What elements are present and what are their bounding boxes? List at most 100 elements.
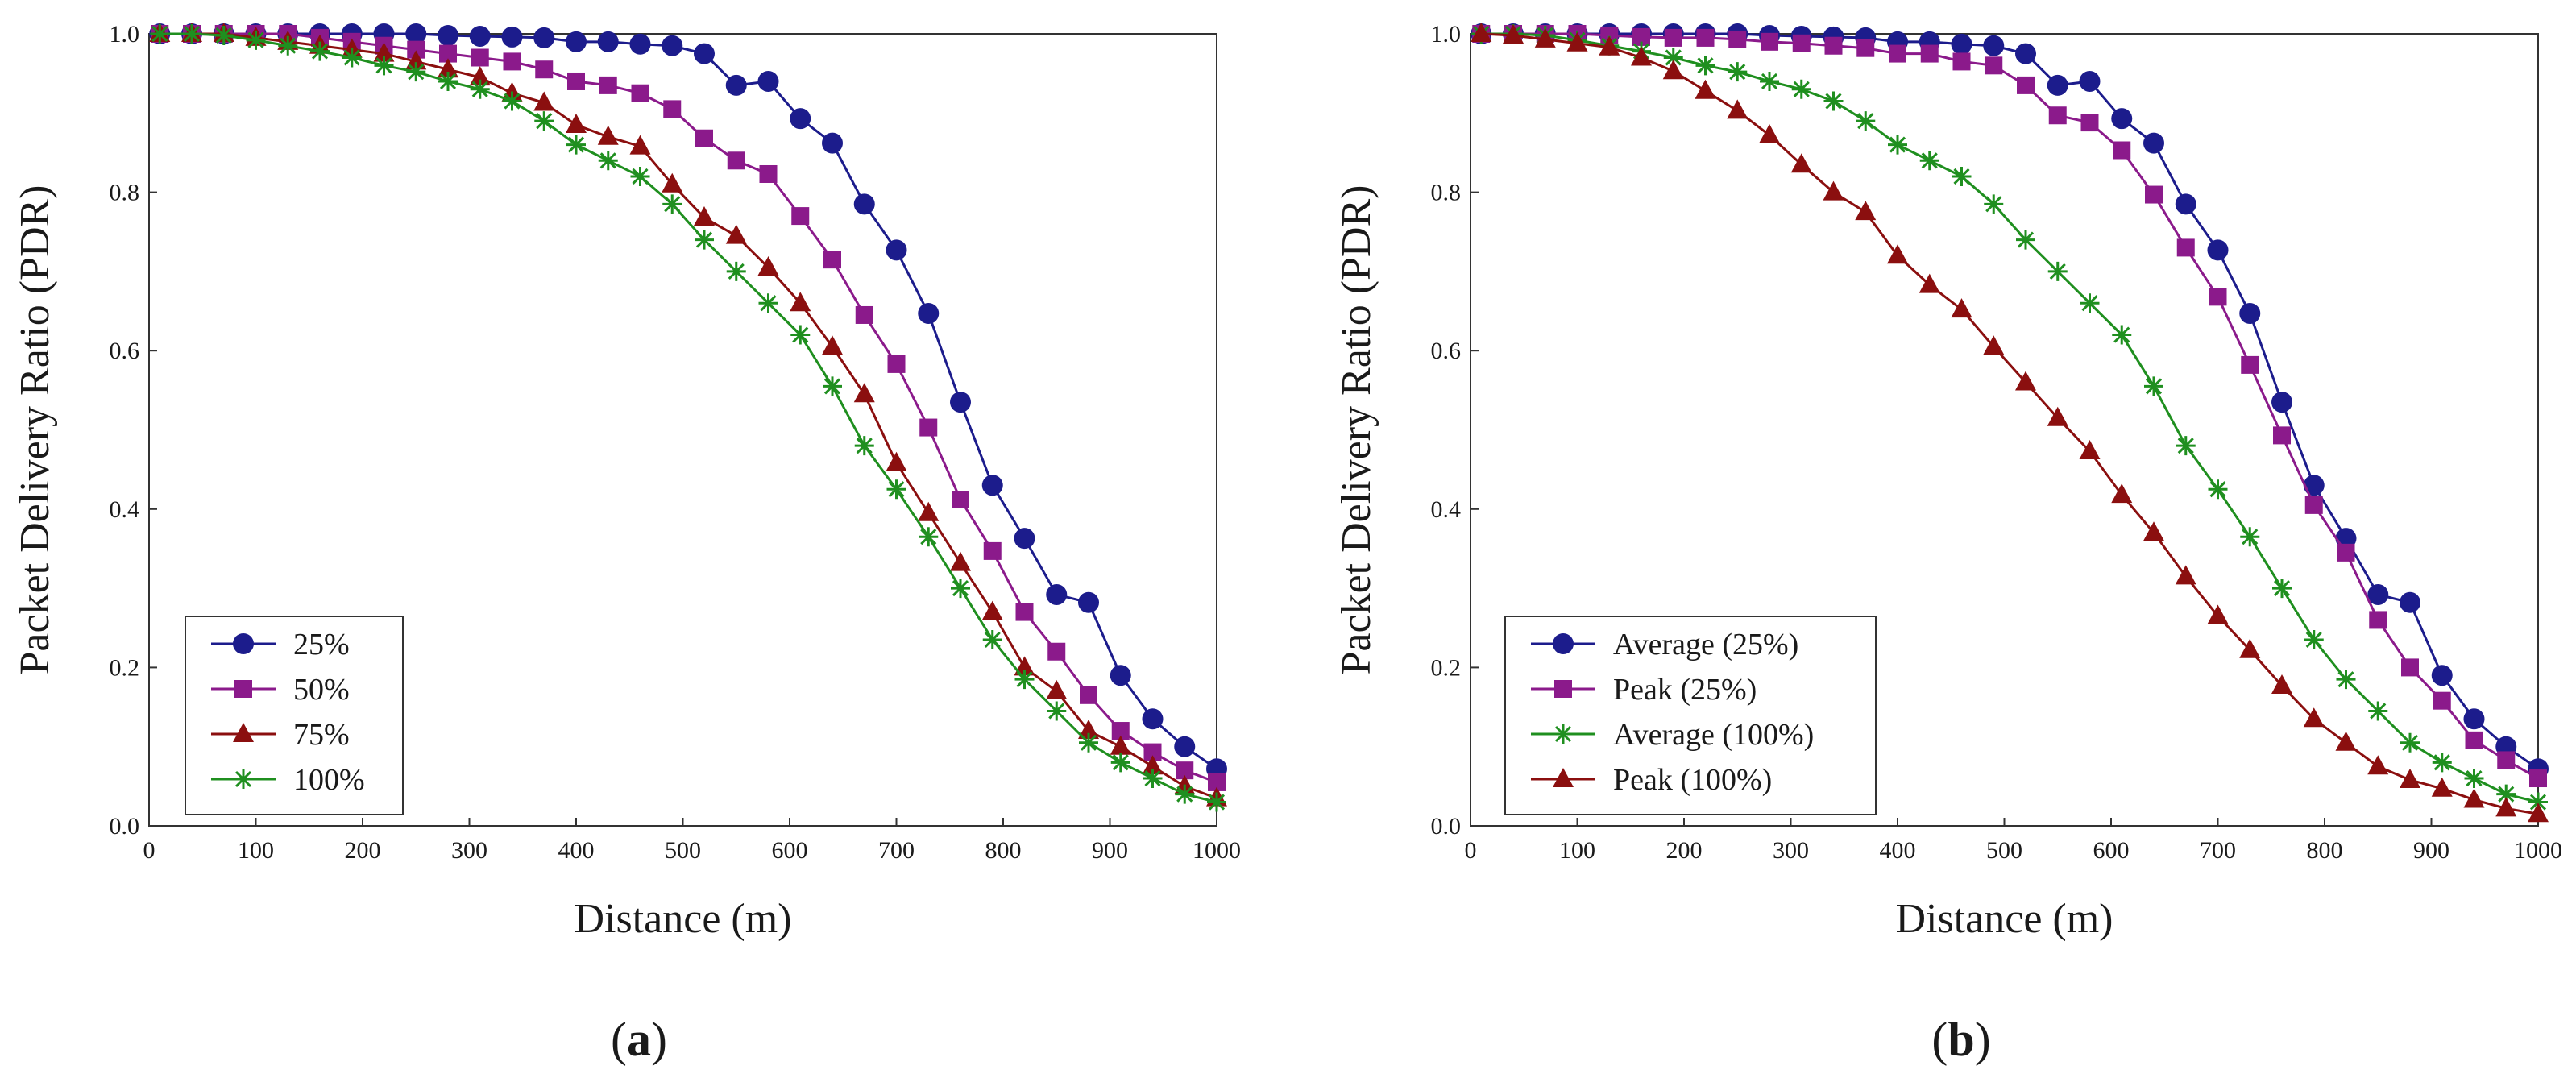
panel-a-data-point [694, 206, 715, 226]
panel-a-series-line [160, 32, 1217, 800]
panel-b-data-point [1728, 62, 1748, 82]
panel-a-series-line [160, 32, 1217, 770]
panel-a-x-tick-label: 700 [878, 837, 915, 864]
panel-a-x-tick-label: 200 [345, 837, 381, 864]
panel-a-legend-swatch-marker [233, 723, 254, 742]
panel-a-data-point [887, 355, 906, 373]
panel-a-data-point [310, 41, 330, 61]
panel-a-data-point [150, 24, 170, 44]
panel-a-legend-swatch-marker [234, 680, 252, 698]
panel-a-data-point [471, 48, 489, 67]
panel-a-data-point [918, 501, 940, 521]
panel-a-data-point [438, 71, 458, 91]
panel-a-data-point [854, 436, 874, 456]
panel-a-x-tick-label: 0 [143, 837, 156, 864]
panel-b-data-point [2400, 591, 2420, 613]
panel-a-data-point [695, 129, 713, 147]
panel-a-legend-box [185, 616, 404, 815]
panel-a-data-point [566, 31, 587, 52]
panel-a-series-line [160, 32, 1217, 784]
panel-b-data-point [2017, 76, 2035, 94]
panel-b-data-point [1984, 194, 2004, 214]
panel-a-x-tick-label: 600 [772, 837, 808, 864]
panel-b-letter: b [1948, 1013, 1974, 1066]
panel-b-data-point [2240, 527, 2260, 547]
panel-b-data-point [2080, 114, 2099, 132]
panel-b-data-point [2431, 665, 2453, 686]
panel-b-series-line [1481, 32, 2539, 780]
panel-b-x-tick-label: 0 [1465, 837, 1477, 864]
panel-a-y-tick-label: 0.8 [110, 180, 140, 206]
panel-a-data-point [438, 24, 458, 46]
panel-b-data-point [2048, 106, 2067, 125]
panel-b-data-point [2495, 797, 2517, 817]
panel-b-x-tick-label: 900 [2413, 837, 2449, 864]
panel-a-letter: a [627, 1013, 651, 1066]
panel-a-data-point [1175, 784, 1195, 804]
panel-a-data-point [1047, 642, 1066, 661]
panel-b-y-tick-label: 0.2 [1431, 654, 1462, 681]
panel-a-data-point [662, 194, 682, 214]
panel-b-data-point [2143, 521, 2164, 541]
panel-a-data-point [1078, 720, 1099, 740]
panel-a-data-point [566, 135, 586, 155]
panel-b-data-point [2175, 193, 2196, 215]
panel-a-data-point [758, 293, 778, 313]
panel-a-data-point [1207, 792, 1226, 812]
panel-b-data-point [2016, 230, 2035, 250]
panel-a-data-point [950, 392, 971, 413]
panel-b-data-point [2176, 238, 2195, 257]
panel-b-data-point [2080, 293, 2100, 313]
panel-b-series-3 [1471, 23, 2549, 823]
panel-b-label: (b) [1931, 1013, 1990, 1066]
panel-b-data-point [1920, 44, 1939, 63]
panel-b-y-tick-label: 0.0 [1431, 813, 1462, 840]
panel-b-data-point [2400, 732, 2420, 753]
panel-b-data-point [1823, 91, 1844, 111]
panel-b-data-point [2015, 371, 2036, 391]
panel-b-data-point [1823, 180, 1844, 201]
panel-a-data-point [598, 151, 618, 171]
panel-a-data-point [855, 305, 873, 324]
panel-b-data-point [2208, 479, 2228, 500]
panel-b-data-point [1759, 123, 1780, 143]
panel-a-data-point [1047, 701, 1067, 721]
panel-b-data-point [2271, 392, 2292, 413]
panel-a-data-point [886, 479, 906, 500]
panel-a-data-point [533, 91, 555, 111]
panel-a-x-tick-label: 500 [665, 837, 701, 864]
panel-a-data-point [919, 418, 938, 437]
panel-a-data-point [182, 24, 201, 44]
panel-a-legend-label: 100% [293, 763, 365, 797]
panel-b-data-point [2528, 802, 2549, 823]
panel-a-data-point [469, 25, 491, 47]
panel-a-x-tick-label: 800 [985, 837, 1022, 864]
panel-a-data-point [790, 108, 811, 130]
panel-b-data-point [2304, 496, 2323, 514]
panel-b-x-axis-label: Distance (m) [1895, 896, 2113, 942]
panel-a-data-point [951, 579, 970, 599]
panel-a-data-point [1080, 686, 1097, 704]
panel-a-data-point [886, 451, 907, 471]
panel-a-x-tick-label: 100 [238, 837, 274, 864]
panel-b-data-point [1951, 33, 1972, 55]
panel-b-data-point [1503, 23, 1524, 44]
panel-a-data-point [1111, 722, 1130, 740]
panel-a-legend: 25% 50% 75% 100% [185, 616, 404, 815]
panel-a-data-point [1046, 679, 1068, 699]
panel-a-data-point [1110, 753, 1130, 773]
panel-a-data-point [757, 255, 779, 276]
panel-b-data-point [1952, 52, 1971, 71]
panel-a-data-point [1078, 591, 1099, 613]
panel-b-data-point [2047, 74, 2068, 96]
panel-b-data-point [1888, 135, 1907, 155]
panel-a-y-tick-label: 0.6 [110, 338, 140, 364]
panel-a-data-point [438, 58, 458, 78]
panel-b-data-point [2465, 731, 2483, 749]
panel-a-data-point [822, 335, 843, 355]
panel-a-data-point [663, 100, 682, 118]
panel-b-data-point [2304, 629, 2324, 649]
panel-b-data-point [1534, 27, 1556, 48]
panel-b-data-point [1855, 201, 1877, 221]
panel-a-data-point [790, 292, 811, 312]
